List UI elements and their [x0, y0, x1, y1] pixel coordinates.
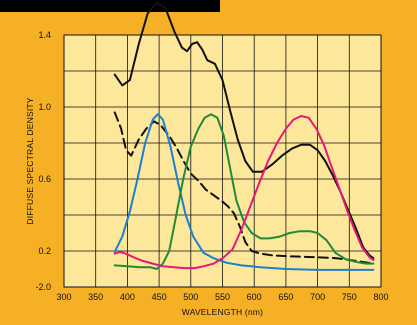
grid-lines: [64, 35, 381, 287]
y-tick-label: -2.0: [35, 282, 51, 292]
y-axis-title: DIFFUSE SPECTRAL DENSITY: [25, 97, 35, 224]
x-tick-label: 400: [120, 292, 135, 302]
plot-border: [63, 34, 382, 288]
series-line-3: [113, 113, 375, 271]
x-axis-title: WAVELENGTH (nm): [182, 307, 263, 317]
x-tick-label: 750: [342, 292, 357, 302]
series-layer: [113, 1, 375, 271]
x-tick-label: 350: [88, 292, 103, 302]
series-line-1: [113, 1, 375, 260]
x-tick-label: 550: [215, 292, 230, 302]
x-tick-label: 450: [152, 292, 167, 302]
x-tick-label: 800: [373, 292, 388, 302]
series-line-4: [113, 113, 375, 270]
series-line-2: [113, 111, 375, 265]
x-tick-label: 650: [278, 292, 293, 302]
x-tick-label: 700: [310, 292, 325, 302]
x-tick-label: 500: [183, 292, 198, 302]
y-tick-label: 1.0: [38, 102, 51, 112]
y-tick-labels: 1.81.41.00.60.2-2.0: [35, 30, 51, 292]
x-tick-label: 600: [247, 292, 262, 302]
x-tick-labels: 300 350 400 450 500 550 600 650 700 750 800: [56, 292, 388, 302]
y-tick-label: 0.2: [38, 246, 51, 256]
x-tick-label: 300: [56, 292, 71, 302]
series-line-5: [113, 115, 375, 270]
y-tick-label: 1.4: [38, 30, 51, 40]
y-tick-label: 0.6: [38, 174, 51, 184]
